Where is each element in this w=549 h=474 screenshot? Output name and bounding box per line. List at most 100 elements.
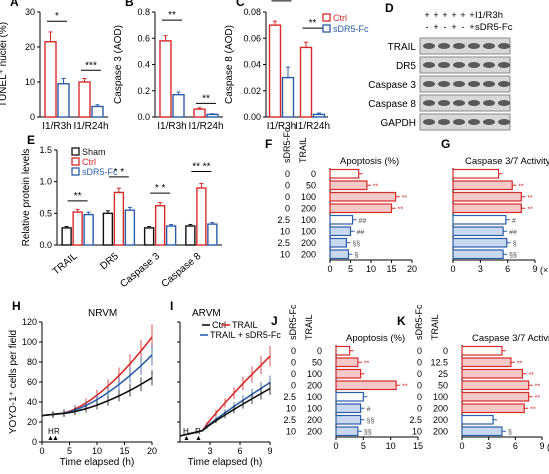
- hbar: [452, 180, 513, 191]
- row-value: 200: [301, 203, 316, 213]
- row-value: 100: [307, 392, 322, 402]
- row-value: 200: [433, 415, 448, 425]
- lane-sign: +: [451, 10, 456, 20]
- panel-letter: C: [236, 0, 245, 9]
- blot-band: [423, 100, 435, 106]
- row-value: 0: [291, 346, 296, 356]
- sig-mark: #: [367, 407, 371, 414]
- row-value: 0: [285, 203, 290, 213]
- row-value: 0: [291, 369, 296, 379]
- y-axis-label: Caspase 8 (AOD): [224, 25, 235, 104]
- y-tick-label: 0.06: [243, 33, 261, 43]
- sig-mark: *: [55, 11, 59, 22]
- legend-label: Ctrl: [82, 157, 96, 167]
- x-tick-label: 5: [348, 264, 353, 274]
- lane-sign: +: [469, 10, 474, 20]
- sig-mark: **: [527, 195, 533, 202]
- x-tick-label: 0: [450, 264, 455, 274]
- panel-letter: F: [265, 137, 272, 151]
- row-value: 0: [443, 346, 448, 356]
- sig-mark: **: [373, 184, 379, 191]
- panel-letter: E: [27, 133, 35, 147]
- blot-band: [498, 81, 510, 87]
- col-header: TRAIL: [430, 314, 440, 340]
- legend-label: sDR5-Fc: [82, 167, 118, 177]
- sig-mark: **: [530, 407, 536, 414]
- panel-title: ARVM: [192, 308, 221, 319]
- blot-band: [498, 119, 510, 125]
- event-marker: ▲: [183, 435, 190, 442]
- hbar: [329, 191, 397, 202]
- unit-label: (×10⁵): [540, 265, 549, 275]
- row-value: 200: [307, 380, 322, 390]
- row-value: 0: [285, 180, 290, 190]
- hbar: [329, 226, 352, 237]
- hbar: [335, 380, 397, 391]
- panel-letter: J: [271, 314, 278, 328]
- bar-sdr5: [83, 213, 94, 246]
- row-value: 0: [417, 357, 422, 367]
- blot-band: [468, 119, 480, 125]
- row-value: 10: [280, 226, 290, 236]
- legend-swatch: [322, 13, 331, 22]
- x-tick-label: 0: [459, 441, 464, 451]
- y-tick-label: 0: [30, 112, 35, 122]
- lane-sign: -: [426, 22, 429, 32]
- x-tick-label: 3: [478, 264, 483, 274]
- y-tick-label: 20: [27, 417, 37, 427]
- bar-sham: [61, 227, 72, 246]
- row-value: 50: [312, 357, 322, 367]
- y-tick-label: 30: [25, 7, 35, 17]
- row-value: 200: [307, 426, 322, 436]
- col-header: sDR5-Fc: [414, 304, 424, 340]
- blot-band: [438, 81, 450, 87]
- panel-title: Apoptosis (%): [340, 156, 399, 167]
- row-value: 2.5: [277, 215, 290, 225]
- lane-sign: +: [469, 22, 474, 32]
- row-value: 200: [307, 415, 322, 425]
- x-tick-label: 3: [486, 441, 491, 451]
- legend-label: TRAIL: [232, 320, 258, 330]
- bar-sdr5: [165, 225, 177, 246]
- panel-letter: B: [125, 0, 134, 9]
- blot-band: [498, 100, 510, 106]
- blot-label: Caspase 8: [368, 99, 416, 110]
- hbar: [452, 237, 508, 248]
- x-tick-label: 15: [413, 441, 423, 451]
- x-tick-label: DR5: [98, 251, 121, 273]
- hbar: [461, 380, 530, 391]
- bar-sham: [102, 212, 114, 246]
- hbar: [335, 345, 351, 356]
- row-label: I1/R3h: [475, 10, 503, 21]
- y-tick-label: 40: [27, 397, 37, 407]
- sig-mark: **: [309, 18, 317, 29]
- bar-ctrl: [113, 191, 125, 246]
- row-value: 200: [433, 403, 448, 413]
- hbar: [329, 180, 368, 191]
- legend-label: Sham: [82, 147, 106, 157]
- bar-sdr5: [312, 113, 326, 118]
- panel-title: Caspase 3/7 Activity: [465, 156, 549, 167]
- y-tick-label: 60: [27, 377, 37, 387]
- sig-mark: ** **: [192, 161, 210, 172]
- sig-mark: **: [535, 384, 541, 391]
- lane-sign: +: [460, 10, 465, 20]
- row-value: 0: [417, 380, 422, 390]
- row-value: 100: [307, 403, 322, 413]
- panel-title: NRVM: [88, 308, 117, 319]
- legend-label: Ctrl: [212, 320, 226, 330]
- blot-band: [498, 43, 510, 49]
- y-tick-label: 0.08: [243, 7, 261, 17]
- blot-band: [483, 119, 495, 125]
- sig-mark: §§: [509, 253, 517, 260]
- blot-band: [468, 81, 480, 87]
- blot-band: [438, 62, 450, 68]
- y-tick-label: 1.0: [39, 177, 52, 187]
- blot-band: [453, 81, 465, 87]
- sig-mark: **: [527, 207, 533, 214]
- row-value: 0: [417, 369, 422, 379]
- row-label: sDR5-Fc: [475, 22, 513, 33]
- lane-sign: +: [451, 22, 456, 32]
- y-tick-label: 0.02: [243, 86, 261, 96]
- x-tick-label: 5: [67, 446, 72, 456]
